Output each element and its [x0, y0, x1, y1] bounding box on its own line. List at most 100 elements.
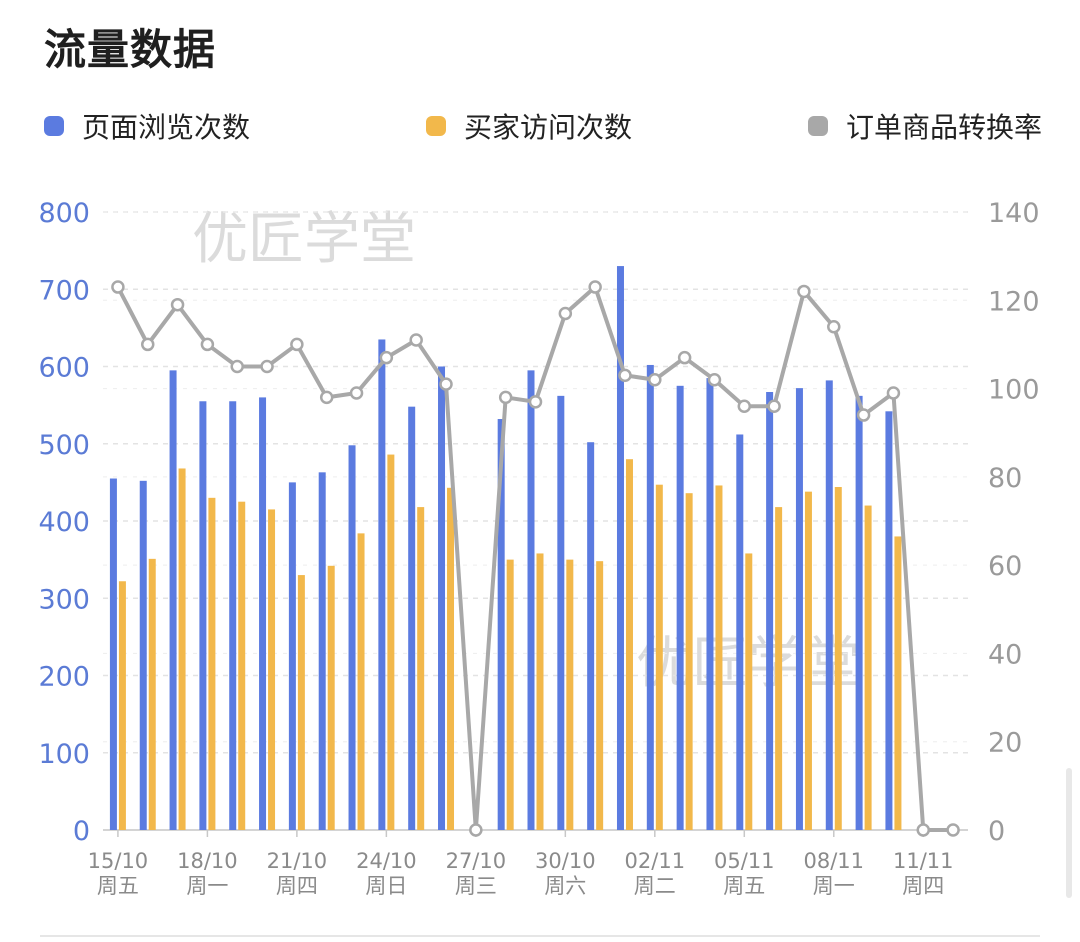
- bar-page-views-7: [318, 472, 326, 830]
- point-conversion-rate-8: [349, 386, 364, 400]
- bar-buyer-visits-26: [894, 536, 902, 830]
- legend-item-conversion-rate[interactable]: 订单商品转换率: [808, 106, 1042, 146]
- point-conversion-rate-12: [469, 823, 483, 837]
- bar-page-views-9: [378, 339, 386, 830]
- y-left-tick-6: 600: [38, 353, 90, 384]
- point-conversion-rate-28: [946, 823, 960, 837]
- point-conversion-rate-16: [588, 280, 602, 294]
- point-conversion-rate-9: [379, 350, 394, 365]
- y-left-tick-1: 100: [38, 739, 90, 770]
- x-label-weekday-7: 周五: [723, 874, 765, 898]
- point-conversion-rate-22: [767, 399, 781, 413]
- point-conversion-rate-1: [140, 337, 155, 352]
- scrollbar[interactable]: [1066, 768, 1072, 898]
- bar-page-views-14: [527, 370, 535, 830]
- bar-page-views-8: [348, 445, 356, 830]
- point-conversion-rate-6: [290, 337, 304, 352]
- x-label-weekday-3: 周日: [365, 874, 407, 898]
- point-conversion-rate-19: [677, 350, 692, 365]
- bar-buyer-visits-21: [745, 553, 753, 830]
- x-label-date-0: 15/10: [88, 849, 149, 873]
- bar-buyer-visits-25: [864, 505, 872, 830]
- bar-buyer-visits-19: [685, 493, 693, 830]
- bar-buyer-visits-0: [118, 581, 126, 830]
- y-right-tick-3: 60: [988, 551, 1022, 582]
- legend: 页面浏览次数 买家访问次数 订单商品转换率: [0, 106, 1080, 150]
- y-right-tick-6: 120: [988, 286, 1040, 317]
- point-conversion-rate-4: [230, 359, 244, 374]
- bar-page-views-16: [587, 442, 595, 830]
- bar-page-views-18: [646, 364, 654, 830]
- bar-buyer-visits-18: [655, 484, 663, 830]
- x-label-weekday-1: 周一: [186, 874, 228, 898]
- legend-label-page-views: 页面浏览次数: [82, 111, 251, 144]
- legend-dot-conversion-rate: [808, 116, 828, 136]
- legend-label-buyer-visits: 买家访问次数: [464, 111, 633, 144]
- point-conversion-rate-27: [916, 823, 931, 837]
- bar-buyer-visits-23: [804, 491, 812, 830]
- point-conversion-rate-5: [260, 359, 274, 374]
- x-label-date-5: 30/10: [535, 849, 596, 873]
- x-label-date-6: 02/11: [625, 849, 686, 873]
- point-conversion-rate-21: [737, 399, 752, 413]
- bar-page-views-2: [169, 370, 177, 830]
- x-label-date-8: 08/11: [804, 849, 865, 873]
- chart-title: 流量数据: [44, 25, 217, 74]
- point-conversion-rate-18: [648, 372, 662, 387]
- y-right-tick-1: 20: [988, 728, 1022, 759]
- bottom-divider: [40, 935, 1040, 937]
- y-right-tick-2: 40: [988, 639, 1022, 670]
- x-label-weekday-9: 周四: [902, 874, 944, 898]
- point-conversion-rate-3: [200, 337, 215, 352]
- bar-page-views-6: [288, 482, 296, 830]
- bar-buyer-visits-5: [268, 509, 276, 830]
- legend-dot-page-views: [44, 116, 64, 136]
- x-label-weekday-6: 周二: [634, 874, 676, 898]
- x-label-date-4: 27/10: [446, 849, 507, 873]
- point-conversion-rate-23: [797, 284, 811, 299]
- y-right-tick-5: 100: [988, 375, 1040, 406]
- legend-item-buyer-visits[interactable]: 买家访问次数: [426, 106, 632, 146]
- bar-buyer-visits-13: [506, 559, 514, 830]
- x-label-weekday-4: 周三: [455, 874, 497, 898]
- x-label-date-1: 18/10: [177, 849, 238, 873]
- bar-page-views-11: [438, 366, 446, 830]
- point-conversion-rate-14: [528, 395, 543, 409]
- bar-buyer-visits-15: [566, 559, 574, 830]
- y-left-tick-5: 500: [38, 430, 90, 461]
- bar-buyer-visits-16: [596, 561, 604, 830]
- y-right-tick-4: 80: [988, 463, 1022, 494]
- watermark-top: 优匠学堂: [192, 207, 416, 272]
- bar-buyer-visits-6: [297, 575, 305, 830]
- bar-page-views-24: [825, 380, 833, 830]
- bar-page-views-1: [139, 480, 147, 830]
- bar-page-views-3: [199, 401, 207, 830]
- point-conversion-rate-25: [856, 408, 871, 422]
- y-left-tick-2: 200: [38, 662, 90, 693]
- bar-page-views-13: [497, 419, 505, 830]
- bar-page-views-26: [885, 411, 893, 830]
- point-conversion-rate-15: [558, 306, 573, 321]
- bar-buyer-visits-14: [536, 553, 544, 830]
- bar-page-views-25: [855, 395, 863, 830]
- x-label-weekday-2: 周四: [276, 874, 318, 898]
- legend-item-page-views[interactable]: 页面浏览次数: [44, 106, 250, 146]
- bar-buyer-visits-1: [148, 558, 156, 830]
- y-left-tick-3: 300: [38, 584, 90, 615]
- bar-page-views-5: [259, 397, 267, 830]
- bar-buyer-visits-4: [238, 501, 246, 830]
- y-right-tick-7: 140: [988, 198, 1040, 229]
- legend-label-conversion-rate: 订单商品转换率: [846, 111, 1043, 144]
- bar-page-views-19: [676, 385, 684, 830]
- point-conversion-rate-26: [886, 386, 901, 400]
- bar-buyer-visits-3: [208, 497, 216, 830]
- bar-page-views-4: [229, 401, 237, 830]
- x-label-weekday-8: 周一: [813, 874, 855, 898]
- bar-buyer-visits-8: [357, 533, 365, 830]
- point-conversion-rate-10: [409, 333, 423, 347]
- bar-buyer-visits-20: [715, 485, 723, 830]
- bar-buyer-visits-2: [178, 468, 186, 830]
- point-conversion-rate-7: [319, 390, 334, 405]
- x-label-date-9: 11/11: [893, 849, 954, 873]
- bar-page-views-22: [766, 391, 774, 830]
